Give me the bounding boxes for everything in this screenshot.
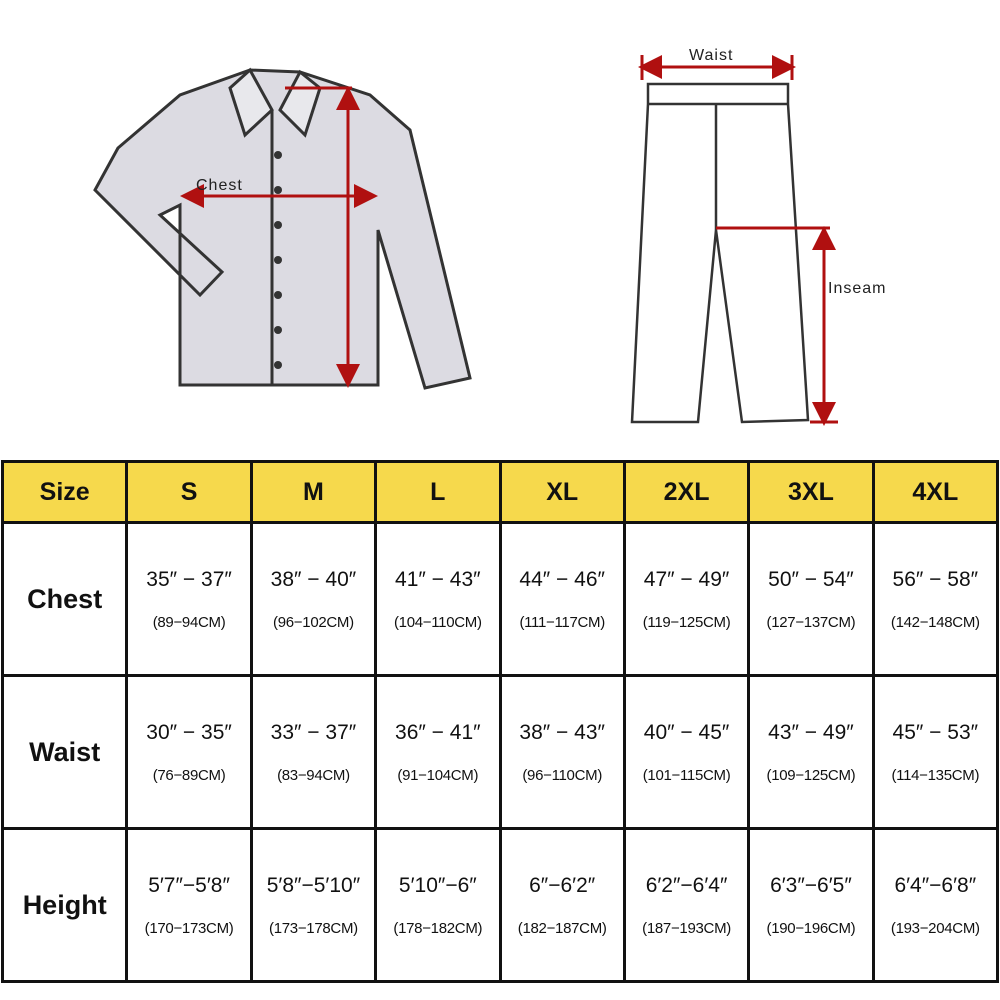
header-row: Size S M L XL 2XL 3XL 4XL xyxy=(0,460,1000,524)
inseam-label: Inseam xyxy=(828,280,886,297)
inch-range: 6″−6′2″ xyxy=(529,873,596,897)
size-cell: 33″ − 37″ (83−94CM) xyxy=(249,674,378,830)
inch-range: 6′2″−6′4″ xyxy=(645,873,728,897)
inch-range: 43″ − 49″ xyxy=(768,720,854,744)
inch-range: 5′7″−5′8″ xyxy=(148,873,230,897)
inch-range: 50″ − 54″ xyxy=(768,567,854,591)
size-cell: 6′2″−6′4″ (187−193CM) xyxy=(622,827,751,983)
cm-range: (104−110CM) xyxy=(393,613,482,631)
inch-range: 33″ − 37″ xyxy=(270,720,357,744)
garment-illustrations: Chest Waist Inseam xyxy=(93,47,886,426)
inch-range: 35″ − 37″ xyxy=(146,567,232,591)
cm-range: (89−94CM) xyxy=(152,613,226,631)
size-cell: 41″ − 43″ (104−110CM) xyxy=(374,521,502,677)
size-cell: 6′3″−6′5″ (190−196CM) xyxy=(747,827,875,983)
size-cell: 47″ − 49″ (119−125CM) xyxy=(622,521,751,677)
inch-range: 5′8″−5′10″ xyxy=(266,873,361,897)
cm-range: (119−125CM) xyxy=(642,613,731,631)
cm-range: (127−137CM) xyxy=(766,613,856,631)
row-label: Height xyxy=(0,827,129,983)
inch-range: 6′4″−6′8″ xyxy=(894,873,977,897)
inch-range: 38″ − 40″ xyxy=(270,567,357,591)
inch-range: 47″ − 49″ xyxy=(643,567,730,591)
size-column-header: M xyxy=(249,460,378,524)
cm-range: (96−102CM) xyxy=(273,613,354,631)
inch-range: 45″ − 53″ xyxy=(892,720,979,744)
size-cell: 6″−6′2″ (182−187CM) xyxy=(498,827,626,983)
row-label: Waist xyxy=(0,674,129,830)
size-column-header: 2XL xyxy=(622,460,751,524)
chest-label: Chest xyxy=(196,177,243,194)
inch-range: 40″ − 45″ xyxy=(643,720,730,744)
inch-range: 44″ − 46″ xyxy=(519,567,605,591)
cm-range: (182−187CM) xyxy=(517,919,607,937)
size-cell: 38″ − 40″ (96−102CM) xyxy=(249,521,378,677)
size-cell: 30″ − 35″ (76−89CM) xyxy=(125,674,253,830)
pants-illustration xyxy=(630,82,810,424)
table-row: Chest 35″ − 37″ (89−94CM) 38″ − 40″ (96−102C… xyxy=(0,521,1000,677)
size-header: Size xyxy=(0,460,129,524)
inch-range: 6′3″−6′5″ xyxy=(770,873,852,897)
shirt-illustration xyxy=(93,67,472,390)
size-column-header: 3XL xyxy=(747,460,875,524)
inch-range: 30″ − 35″ xyxy=(146,720,232,744)
size-cell: 38″ − 43″ (96−110CM) xyxy=(498,674,626,830)
cm-range: (109−125CM) xyxy=(766,766,856,784)
size-cell: 40″ − 45″ (101−115CM) xyxy=(622,674,751,830)
inch-range: 41″ − 43″ xyxy=(395,567,481,591)
size-cell: 5′8″−5′10″ (173−178CM) xyxy=(249,827,378,983)
table-row: Height 5′7″−5′8″ (170−173CM) 5′8″−5′10″ (173… xyxy=(0,827,1000,983)
size-column-header: XL xyxy=(498,460,626,524)
cm-range: (101−115CM) xyxy=(642,766,731,784)
cm-range: (111−117CM) xyxy=(519,613,605,631)
cm-range: (142−148CM) xyxy=(890,613,980,631)
cm-range: (83−94CM) xyxy=(277,766,350,784)
size-cell: 36″ − 41″ (91−104CM) xyxy=(374,674,502,830)
size-chart-table: Size S M L XL 2XL 3XL 4XL Chest 35″ − 37″ (89−94C… xyxy=(0,460,1000,983)
waist-label: Waist xyxy=(689,47,733,64)
size-cell: 5′10″−6″ (178−182CM) xyxy=(374,827,502,983)
table-row: Waist 30″ − 35″ (76−89CM) 33″ − 37″ (83−94CM… xyxy=(0,674,1000,830)
size-cell: 50″ − 54″ (127−137CM) xyxy=(747,521,875,677)
size-column-header: S xyxy=(125,460,253,524)
cm-range: (178−182CM) xyxy=(393,919,483,937)
size-cell: 44″ − 46″ (111−117CM) xyxy=(498,521,626,677)
cm-range: (91−104CM) xyxy=(397,766,479,784)
cm-range: (96−110CM) xyxy=(522,766,603,784)
cm-range: (193−204CM) xyxy=(890,919,980,937)
cm-range: (114−135CM) xyxy=(891,766,980,784)
size-column-header: L xyxy=(374,460,502,524)
size-column-header: 4XL xyxy=(871,460,1000,524)
cm-range: (187−193CM) xyxy=(642,919,731,937)
size-cell: 56″ − 58″ (142−148CM) xyxy=(871,521,1000,677)
size-cell: 5′7″−5′8″ (170−173CM) xyxy=(125,827,253,983)
inch-range: 56″ − 58″ xyxy=(892,567,979,591)
size-cell: 35″ − 37″ (89−94CM) xyxy=(125,521,253,677)
cm-range: (170−173CM) xyxy=(144,919,234,937)
size-cell: 43″ − 49″ (109−125CM) xyxy=(747,674,875,830)
size-cell: 45″ − 53″ (114−135CM) xyxy=(871,674,1000,830)
inch-range: 38″ − 43″ xyxy=(519,720,605,744)
cm-range: (190−196CM) xyxy=(766,919,856,937)
inch-range: 36″ − 41″ xyxy=(395,720,481,744)
size-cell: 6′4″−6′8″ (193−204CM) xyxy=(871,827,1000,983)
cm-range: (76−89CM) xyxy=(152,766,226,784)
cm-range: (173−178CM) xyxy=(269,919,358,937)
inch-range: 5′10″−6″ xyxy=(398,873,477,897)
row-label: Chest xyxy=(0,521,129,677)
